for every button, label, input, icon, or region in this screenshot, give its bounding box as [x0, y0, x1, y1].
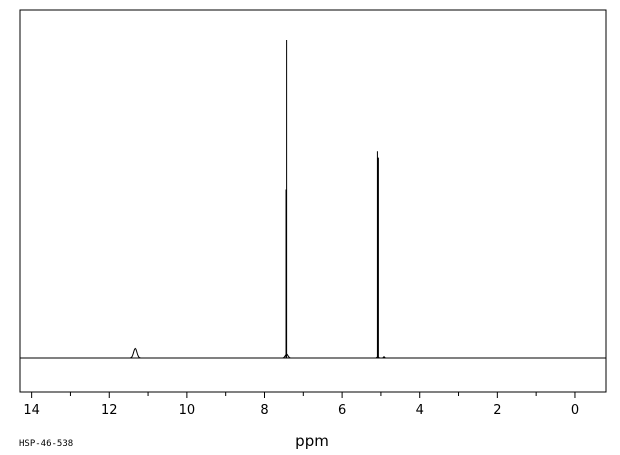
plot-frame	[19, 9, 607, 393]
tick-label: 4	[416, 403, 424, 418]
tick-label: 10	[179, 403, 196, 418]
tick-label: 6	[338, 403, 346, 418]
spectrum-trace	[20, 40, 606, 359]
tick-label: 2	[493, 403, 501, 418]
tick-label: 8	[260, 403, 268, 418]
x-axis-tick-labels: 14 12 10 8 6 4 2 0	[23, 403, 579, 418]
x-axis-ticks	[31, 392, 576, 398]
spectrum-code: HSP-46-538	[19, 439, 73, 449]
tick-label: 0	[571, 403, 579, 418]
x-axis-title: ppm	[295, 432, 329, 450]
tick-label: 14	[23, 403, 40, 418]
tick-label: 12	[101, 403, 118, 418]
